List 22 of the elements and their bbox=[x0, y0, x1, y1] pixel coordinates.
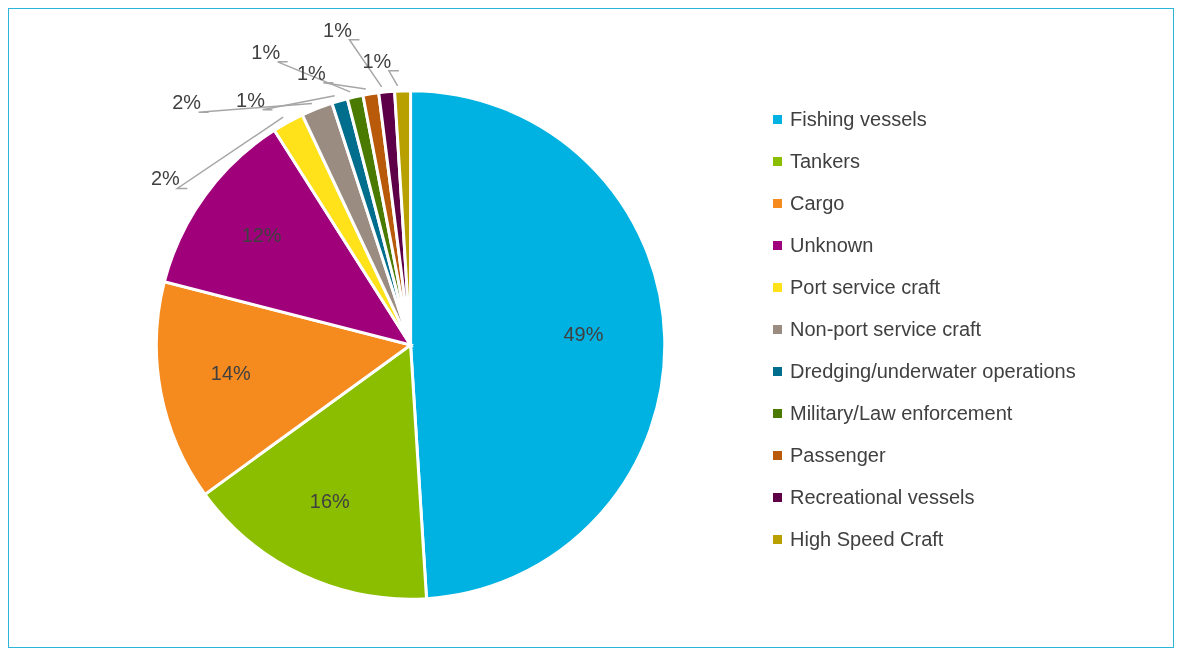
data-label: 1% bbox=[251, 40, 281, 63]
legend-label: Recreational vessels bbox=[790, 485, 975, 509]
data-label: 2% bbox=[172, 91, 202, 114]
data-label: 49% bbox=[563, 323, 604, 346]
data-label: 1% bbox=[323, 18, 352, 41]
data-label: 12% bbox=[241, 224, 282, 247]
legend-label: Fishing vessels bbox=[790, 107, 927, 131]
legend-label: Military/Law enforcement bbox=[790, 401, 1013, 425]
legend-label: Dredging/underwater operations bbox=[790, 359, 1076, 383]
legend-label: Tankers bbox=[790, 149, 861, 173]
data-label: 16% bbox=[309, 489, 350, 512]
legend-label: Passenger bbox=[790, 443, 886, 467]
legend-label: Non-port service craft bbox=[790, 317, 982, 341]
legend-label: Port service craft bbox=[790, 275, 941, 299]
legend-label: Cargo bbox=[790, 191, 845, 215]
data-label: 1% bbox=[236, 88, 265, 111]
data-label: 1% bbox=[297, 61, 326, 84]
data-label: 14% bbox=[210, 362, 251, 385]
legend-label: High Speed Craft bbox=[790, 527, 944, 551]
data-label: 2% bbox=[150, 167, 180, 190]
data-label: 1% bbox=[362, 49, 392, 72]
legend-label: Unknown bbox=[790, 233, 874, 257]
